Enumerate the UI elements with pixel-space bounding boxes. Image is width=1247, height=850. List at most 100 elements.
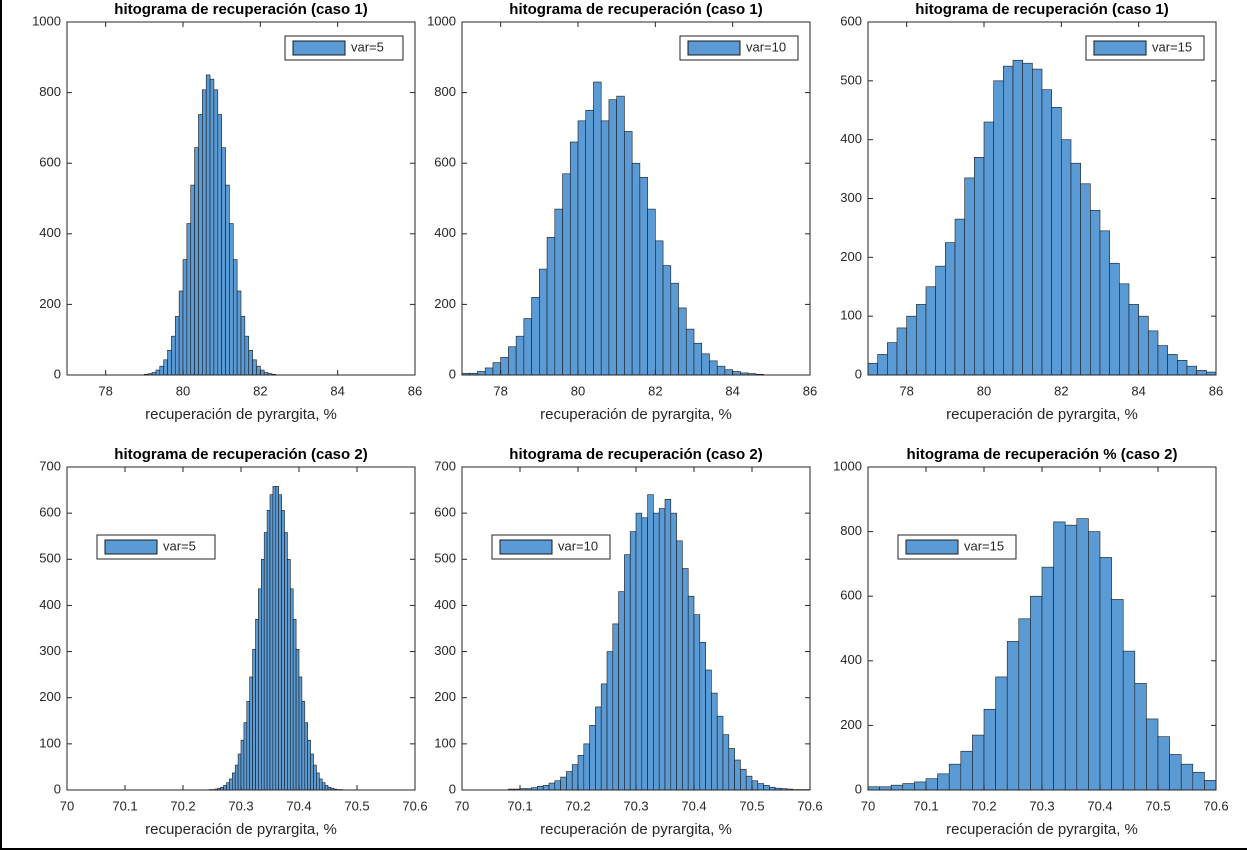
histogram-bar — [670, 512, 677, 791]
histogram-bar — [1128, 304, 1139, 376]
histogram-bar — [716, 715, 724, 791]
histogram-bar — [935, 265, 946, 376]
histogram-bar — [685, 328, 695, 376]
y-tick-label: 100 — [39, 735, 61, 750]
histogram-bar — [608, 99, 617, 376]
histogram-bar — [537, 786, 544, 791]
histogram-bar — [548, 782, 556, 791]
histogram-bar — [887, 342, 898, 376]
histogram-bar — [562, 173, 571, 376]
histogram-bar — [318, 778, 323, 791]
histogram-bar — [287, 558, 291, 791]
histogram-bar — [492, 362, 501, 376]
histogram-bar — [960, 750, 973, 791]
histogram-bar — [298, 676, 303, 791]
histogram-bar — [174, 316, 180, 376]
y-tick-label: 600 — [39, 505, 61, 520]
histogram-bar — [1157, 736, 1170, 791]
histogram-bar — [1177, 359, 1188, 376]
histogram-bar — [589, 725, 596, 791]
histogram-bar — [1018, 618, 1031, 791]
histogram-bar — [1064, 524, 1078, 791]
histogram-bar — [229, 778, 233, 791]
y-tick-label: 800 — [434, 84, 456, 99]
y-tick-label: 1000 — [833, 458, 862, 473]
histogram-bar — [178, 290, 184, 376]
y-tick-label: 400 — [840, 131, 862, 146]
histogram-bar — [914, 781, 927, 791]
chart-panel: 0 200 400 600 800 1000 70 70.1 70.2 70.3 70.4 70.5 7… — [833, 446, 1229, 838]
histogram-bar — [606, 651, 614, 791]
x-tick-label: 82 — [648, 383, 662, 398]
x-tick-label: 78 — [493, 383, 507, 398]
histogram-bar — [234, 764, 239, 791]
chart-panel: 0 200 400 600 800 1000 78 80 82 84 86 hitograma de … — [32, 1, 422, 423]
y-tick-label: 400 — [39, 597, 61, 612]
histogram-bar — [281, 510, 285, 791]
x-axis-label: recuperación de pyrargita, % — [540, 406, 732, 423]
histogram-bar — [595, 706, 602, 791]
histogram-bar — [554, 780, 561, 791]
histogram-bar — [600, 683, 608, 791]
legend-swatch — [499, 539, 553, 555]
histogram-bar — [248, 349, 253, 376]
x-tick-label: 70.4 — [681, 798, 706, 813]
histogram-bar — [223, 785, 227, 791]
y-tick-label: 200 — [434, 689, 456, 704]
histogram-bar — [324, 785, 329, 791]
histogram-bar — [699, 642, 706, 791]
histogram-bar — [321, 782, 326, 791]
histogram-bar — [1032, 68, 1043, 376]
legend: var=15 — [897, 534, 1017, 560]
histogram-bar — [757, 783, 764, 791]
histogram-bar — [740, 768, 747, 791]
histogram-bar — [284, 532, 288, 791]
y-tick-label: 400 — [434, 225, 456, 240]
histogram-bar — [1186, 365, 1197, 376]
x-tick-label: 70.3 — [1029, 798, 1054, 813]
histogram-bar — [571, 764, 579, 791]
histogram-bar — [569, 141, 579, 376]
histogram-bar — [1030, 595, 1043, 791]
histogram-bar — [213, 89, 219, 376]
histogram-bar — [272, 486, 277, 791]
x-tick-label: 70 — [60, 798, 74, 813]
y-tick-label: 1000 — [32, 13, 61, 28]
histogram-bar — [1061, 139, 1072, 376]
y-tick-label: 600 — [39, 155, 61, 170]
histogram-bar — [249, 676, 253, 791]
histogram-bar — [205, 74, 211, 376]
histogram-bar — [577, 120, 587, 376]
x-tick-label: 84 — [725, 383, 739, 398]
x-tick-label: 84 — [330, 383, 344, 398]
x-tick-label: 86 — [1209, 383, 1223, 398]
histogram-bar — [925, 286, 936, 376]
y-tick-label: 0 — [54, 366, 61, 381]
histogram-bar — [275, 486, 279, 791]
x-tick-label: 70.1 — [913, 798, 938, 813]
x-tick-label: 70.5 — [739, 798, 764, 813]
y-tick-label: 700 — [434, 458, 456, 473]
histogram-bar — [624, 131, 633, 376]
chart-panel: 0 100 200 300 400 500 600 700 70 70.1 70.2 70.3 70.4… — [434, 446, 822, 838]
histogram-bar — [1134, 683, 1147, 791]
x-tick-label: 70.6 — [1203, 798, 1228, 813]
y-tick-label: 600 — [434, 155, 456, 170]
y-tick-label: 100 — [434, 735, 456, 750]
histogram-bar — [1076, 518, 1089, 791]
histogram-bar — [639, 177, 648, 376]
histogram-bar — [1090, 209, 1101, 376]
histogram-bar — [693, 614, 701, 791]
histogram-bar — [1022, 62, 1033, 376]
histogram-bar — [163, 359, 168, 376]
legend: var=5 — [96, 534, 216, 560]
histogram-bar — [190, 184, 195, 376]
y-tick-label: 200 — [434, 296, 456, 311]
histogram-bar — [705, 669, 712, 791]
histogram-bar — [313, 764, 317, 791]
histogram-bar — [612, 623, 619, 791]
histogram-bar — [246, 701, 251, 791]
y-tick-label: 300 — [39, 643, 61, 658]
histogram-bar — [664, 498, 672, 791]
histogram-bar — [1180, 763, 1194, 791]
